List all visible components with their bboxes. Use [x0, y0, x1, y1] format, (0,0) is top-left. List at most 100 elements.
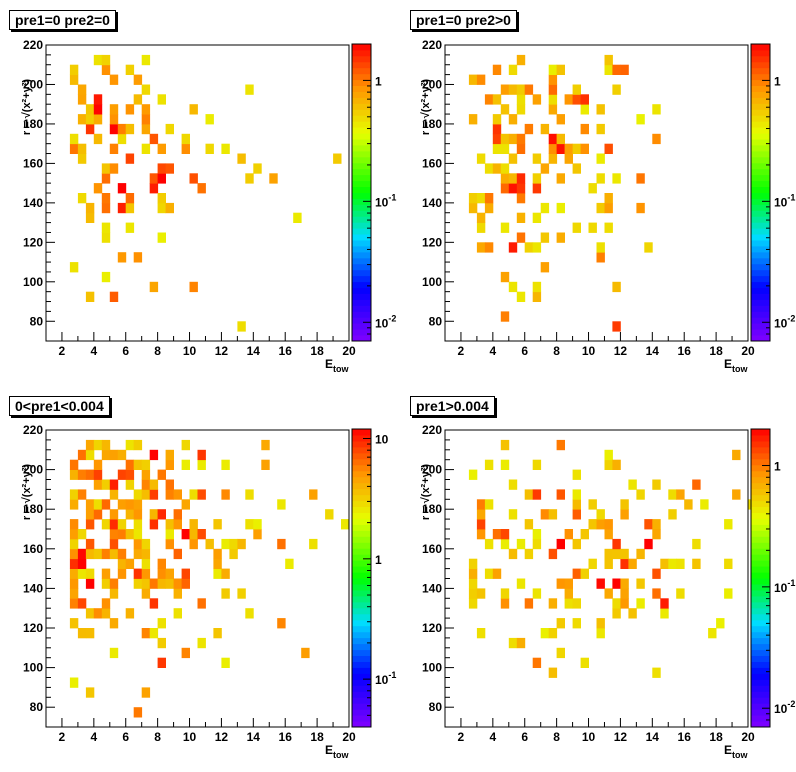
heatmap-cell: [604, 519, 613, 530]
heatmap-cell: [109, 104, 119, 115]
heatmap-cell: [101, 548, 111, 560]
heatmap-cell: [532, 173, 542, 184]
color-bar-segment: [751, 554, 770, 561]
x-tick-label: 16: [279, 344, 293, 358]
heatmap-cell: [476, 222, 486, 233]
color-bar-segment: [751, 613, 770, 621]
color-bar-segment: [352, 476, 371, 484]
heatmap-cell: [165, 538, 174, 550]
heatmap-cell: [676, 489, 685, 500]
heatmap-cell: [133, 489, 143, 500]
heatmap-cell: [596, 509, 605, 520]
color-bar-segment: [352, 458, 371, 466]
color-bar-segment: [352, 240, 371, 247]
heatmap-cell: [636, 598, 645, 609]
color-bar: 10-1 1 10: [351, 428, 396, 728]
heatmap-cell: [572, 509, 581, 520]
y-axis-label: r = √(x²+y²): [420, 464, 432, 521]
heatmap-cell: [468, 193, 478, 204]
color-bar-segment: [751, 156, 770, 164]
heatmap-cell: [516, 637, 526, 649]
heatmap-cell: [532, 291, 542, 302]
heatmap-cell: [532, 538, 542, 550]
color-bar-segment: [751, 234, 770, 241]
heatmap-cell: [476, 193, 486, 204]
heatmap-cell: [548, 548, 558, 560]
heatmap-cell: [85, 449, 95, 461]
heatmap-cell: [149, 598, 159, 609]
heatmap-cell: [660, 558, 669, 569]
heatmap-cell: [157, 618, 166, 629]
color-bar-segment: [352, 679, 371, 686]
color-bar-segment: [751, 715, 770, 722]
heatmap-cell: [85, 104, 95, 115]
heatmap-cell: [93, 548, 103, 560]
heatmap-cell: [117, 499, 127, 510]
x-tick-label: 4: [489, 730, 496, 744]
color-bar-segment: [751, 673, 770, 680]
heatmap-cell: [77, 153, 87, 164]
color-bar-segment: [751, 435, 770, 442]
heatmap-cell: [484, 163, 494, 174]
heatmap-cell: [77, 489, 87, 500]
heatmap-cell: [93, 94, 103, 105]
heatmap-cell: [724, 588, 733, 599]
heatmap-cell: [221, 459, 230, 470]
heatmap-cell: [484, 202, 494, 214]
heatmap-cell: [69, 529, 79, 540]
heatmap-cell: [109, 588, 119, 599]
heatmap-cell: [149, 509, 159, 520]
color-bar-segment: [352, 512, 371, 519]
color-bar-segment: [352, 607, 371, 615]
heatmap-cell: [596, 123, 605, 135]
color-bar-segment: [751, 470, 770, 478]
heatmap-cell: [556, 578, 565, 589]
heatmap-cell: [69, 459, 79, 470]
heatmap-cell: [500, 311, 510, 322]
y-tick-label: 180: [422, 117, 442, 131]
color-bar-label: 10-1: [774, 192, 795, 209]
heatmap-cell: [149, 578, 159, 589]
color-bar-segment: [751, 697, 770, 704]
heatmap-cell: [644, 538, 653, 550]
heatmap-cell: [149, 281, 159, 293]
heatmap-cell: [572, 84, 581, 95]
color-bar-segment: [751, 246, 770, 253]
heatmap-cell: [245, 84, 254, 95]
heatmap-cell: [484, 193, 494, 204]
heatmap-cell: [468, 598, 478, 609]
heatmap-cell: [197, 529, 206, 540]
heatmap-cell: [588, 499, 597, 510]
heatmap-cell: [516, 133, 526, 145]
heatmap-cell: [205, 143, 214, 154]
color-bar-segment: [751, 584, 770, 591]
color-bar-segment: [751, 637, 770, 645]
heatmap-cell: [492, 529, 502, 540]
heatmap-cell: [133, 548, 143, 560]
heatmap-cell: [580, 94, 589, 105]
heatmap-cell: [492, 114, 502, 125]
y-tick-label: 120: [422, 621, 442, 635]
heatmap-cell: [636, 489, 645, 500]
color-bar-segment: [751, 500, 770, 507]
y-tick-label: 140: [23, 581, 43, 595]
x-tick-label: 10: [183, 730, 197, 744]
color-bar-segment: [751, 458, 770, 466]
color-bar-segment: [352, 67, 371, 75]
color-bar-segment: [352, 560, 371, 567]
heatmap-cell: [85, 568, 95, 579]
heatmap-cell: [133, 529, 143, 540]
heatmap-cell: [604, 449, 613, 461]
color-bar-segment: [352, 335, 371, 342]
x-tick-label: 8: [154, 730, 161, 744]
heatmap-cell: [532, 459, 542, 470]
heatmap-cell: [524, 242, 534, 253]
heatmap-cell: [285, 558, 294, 569]
heatmap-cell: [149, 519, 159, 530]
heatmap-cell: [213, 568, 222, 579]
heatmap-cell: [588, 519, 597, 530]
heatmap-cell: [157, 94, 166, 105]
heatmap-cell: [85, 123, 95, 135]
y-tick-label: 80: [30, 700, 44, 714]
